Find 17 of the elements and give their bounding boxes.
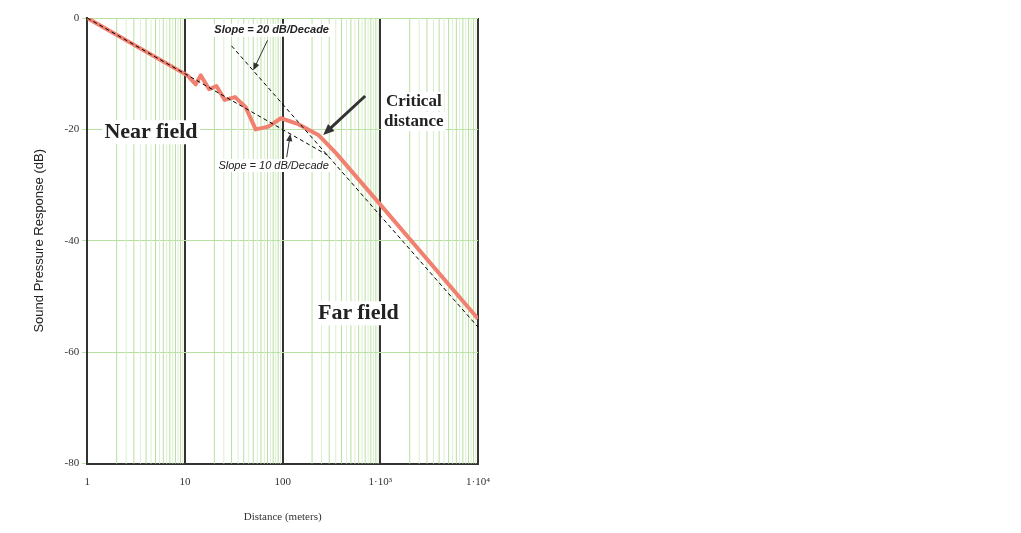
y-tick-label: -80 [64, 456, 80, 469]
annotation: Slope = 10 dB/Decade [218, 158, 329, 171]
x-tick-label: 1·10³ [368, 475, 393, 488]
y-tick-label: -40 [64, 233, 80, 246]
annotation: Far field [317, 298, 399, 324]
y-tick-label: 0 [73, 10, 80, 23]
annotation: Critical distance [384, 90, 444, 130]
annotation: Slope = 20 dB/Decade [214, 23, 329, 36]
x-tick-label: 1 [84, 475, 91, 488]
x-tick-label: 10 [179, 475, 191, 488]
y-axis-title: Sound Pressure Response (dB) [31, 149, 47, 333]
y-tick-label: -60 [64, 345, 80, 358]
x-tick-label: 100 [274, 475, 292, 488]
x-axis-title: Distance (meters) [243, 510, 322, 524]
x-tick-label: 1·10⁴ [466, 475, 491, 488]
y-tick-label: -20 [64, 122, 80, 135]
annotation: Near field [104, 117, 198, 143]
